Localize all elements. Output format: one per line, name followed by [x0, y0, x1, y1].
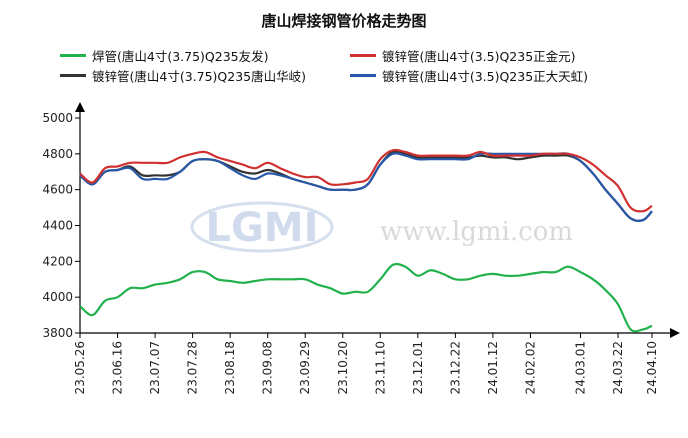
y-tick-label-0: 3800: [42, 326, 73, 340]
chart-title: 唐山焊接钢管价格走势图: [261, 12, 427, 30]
x-tick-label-10: 23.12.22: [448, 341, 462, 394]
x-tick-label-9: 23.12.01: [411, 341, 425, 394]
legend-swatch-2: [60, 74, 86, 77]
legend-swatch-1: [350, 54, 376, 57]
legend-label-0: 焊管(唐山4寸(3.75)Q235友发): [92, 49, 269, 64]
svg-text:www.lgmi.com: www.lgmi.com: [380, 217, 573, 247]
legend-label-2: 镀锌管(唐山4寸(3.75)Q235唐山华岐): [92, 69, 306, 84]
x-tick-label-2: 23.07.07: [148, 341, 162, 394]
x-tick-label-4: 23.08.18: [223, 341, 237, 394]
legend-label-3: 镀锌管(唐山4寸(3.5)Q235正大天虹): [382, 69, 589, 84]
x-tick-label-14: 24.03.22: [611, 341, 625, 394]
y-tick-label-5: 4800: [42, 147, 73, 161]
legend-item-1: 镀锌管(唐山4寸(3.5)Q235正金元): [350, 46, 576, 65]
legend-swatch-0: [60, 54, 86, 57]
y-tick-label-1: 4000: [42, 290, 73, 304]
x-tick-label-12: 24.02.02: [523, 341, 537, 394]
y-axis-arrow: [75, 102, 85, 112]
series-line-0: [79, 262, 653, 333]
y-tick-label-3: 4400: [42, 219, 73, 233]
svg-text:LGMI: LGMI: [205, 205, 318, 251]
y-tick-label-6: 5000: [42, 111, 73, 125]
y-tick-label-2: 4200: [42, 254, 73, 268]
legend-label-1: 镀锌管(唐山4寸(3.5)Q235正金元): [382, 49, 576, 64]
x-tick-label-1: 23.06.16: [111, 341, 125, 394]
x-tick-label-3: 23.07.28: [186, 341, 200, 394]
x-tick-label-15: 24.04.10: [645, 341, 659, 394]
x-tick-label-5: 23.09.08: [261, 341, 275, 394]
x-tick-label-6: 23.09.29: [298, 341, 312, 394]
legend-item-0: 焊管(唐山4寸(3.75)Q235友发): [60, 46, 269, 65]
x-tick-label-8: 23.11.10: [373, 341, 387, 394]
series-line-1: [79, 148, 653, 213]
legend-item-3: 镀锌管(唐山4寸(3.5)Q235正大天虹): [350, 66, 588, 85]
x-tick-label-0: 23.05.26: [73, 341, 87, 394]
y-tick-label-4: 4600: [42, 183, 73, 197]
x-tick-label-13: 24.03.01: [574, 341, 588, 394]
legend-item-2: 镀锌管(唐山4寸(3.75)Q235唐山华岐): [60, 66, 306, 85]
legend-swatch-3: [350, 74, 376, 77]
x-tick-label-7: 23.10.20: [336, 341, 350, 394]
x-axis-arrow: [670, 328, 680, 338]
x-tick-label-11: 24.01.12: [486, 341, 500, 394]
watermark: LGMI www.lgmi.com: [190, 201, 573, 253]
